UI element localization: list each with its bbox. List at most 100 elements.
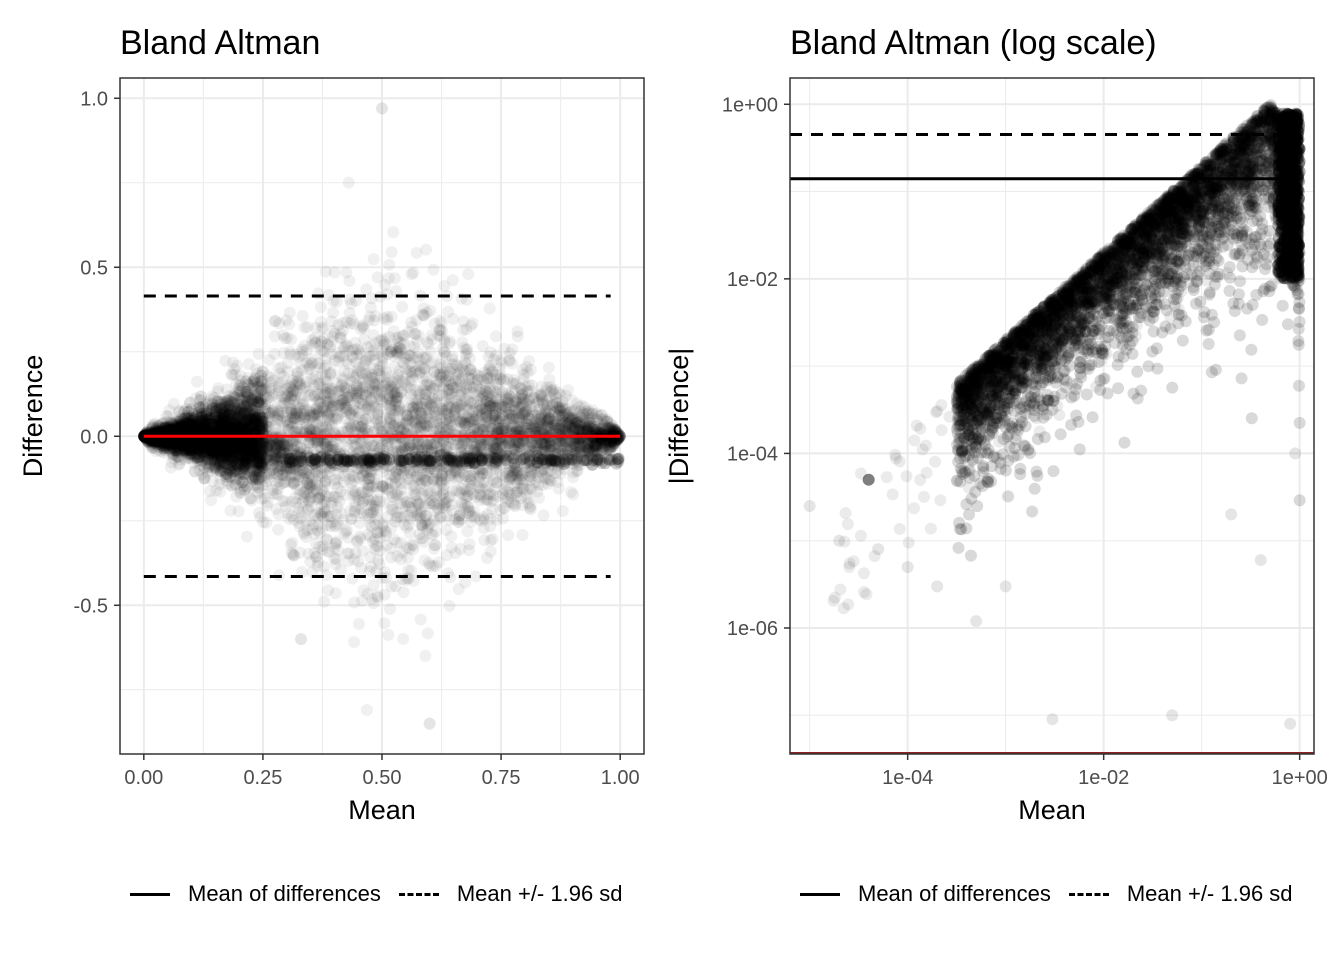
- data-point: [377, 461, 390, 474]
- data-point: [167, 448, 180, 461]
- data-point: [372, 553, 385, 566]
- data-point: [445, 425, 458, 438]
- data-point: [582, 444, 595, 457]
- data-point: [524, 465, 537, 478]
- data-point: [552, 423, 565, 436]
- data-point: [260, 516, 273, 529]
- data-point: [521, 422, 534, 435]
- data-point: [336, 397, 349, 410]
- data-point: [400, 521, 413, 534]
- data-point: [199, 454, 212, 467]
- data-point: [546, 453, 559, 466]
- right-chart-title: Bland Altman (log scale): [790, 24, 1157, 62]
- data-point: [347, 439, 360, 452]
- data-point: [242, 442, 255, 455]
- data-point: [294, 379, 307, 392]
- data-point: [407, 402, 420, 415]
- data-point: [381, 288, 394, 301]
- data-point: [419, 464, 432, 477]
- data-point: [206, 441, 219, 454]
- data-point: [247, 439, 260, 452]
- data-point: [278, 415, 291, 428]
- data-point: [323, 443, 336, 456]
- data-point: [441, 445, 454, 458]
- data-point: [551, 459, 564, 472]
- data-point: [377, 444, 390, 457]
- data-point: [361, 440, 374, 453]
- data-point: [587, 438, 600, 451]
- data-point: [457, 437, 470, 450]
- data-point: [529, 446, 542, 459]
- data-point: [490, 456, 503, 469]
- data-point: [525, 466, 538, 479]
- data-point: [582, 443, 595, 456]
- data-point: [338, 340, 351, 353]
- data-point: [305, 479, 318, 492]
- data-point: [296, 472, 309, 485]
- data-point: [571, 464, 584, 477]
- data-point: [404, 366, 417, 379]
- data-point: [403, 413, 416, 426]
- data-point: [479, 395, 492, 408]
- data-point: [247, 382, 260, 395]
- data-point: [375, 385, 388, 398]
- data-point: [530, 436, 543, 449]
- data-point: [285, 333, 298, 346]
- data-point: [277, 346, 290, 359]
- data-point: [496, 469, 509, 482]
- data-point: [324, 340, 337, 353]
- data-point: [230, 359, 243, 372]
- data-point: [522, 378, 535, 391]
- data-point: [600, 443, 613, 456]
- data-point: [537, 509, 550, 522]
- data-point: [397, 586, 410, 599]
- data-point: [476, 340, 489, 353]
- data-point: [571, 442, 584, 455]
- data-point: [486, 503, 499, 516]
- data-point: [359, 464, 372, 477]
- data-point: [354, 435, 367, 448]
- data-point: [487, 373, 500, 386]
- data-point: [556, 444, 569, 457]
- data-point: [221, 477, 234, 490]
- data-point: [514, 467, 527, 480]
- data-point: [391, 550, 404, 563]
- data-point: [225, 450, 238, 463]
- data-point: [186, 447, 199, 460]
- data-point: [273, 464, 286, 477]
- data-point: [450, 465, 463, 478]
- data-point: [488, 483, 501, 496]
- data-point: [562, 384, 575, 397]
- data-point: [602, 435, 615, 448]
- data-point: [232, 505, 245, 518]
- data-point: [230, 457, 243, 470]
- data-point: [233, 444, 246, 457]
- data-point: [420, 510, 433, 523]
- data-point: [402, 413, 415, 426]
- data-point: [415, 425, 428, 438]
- data-point: [304, 455, 317, 468]
- data-point: [340, 338, 353, 351]
- data-point: [271, 411, 284, 424]
- data-point: [293, 350, 306, 363]
- data-point: [556, 504, 569, 517]
- data-point: [436, 462, 449, 475]
- data-point: [202, 446, 215, 459]
- data-point: [488, 458, 501, 471]
- data-point: [198, 438, 211, 451]
- data-point: [571, 416, 584, 429]
- data-point: [459, 393, 472, 406]
- data-point: [482, 350, 495, 363]
- data-point: [484, 451, 497, 464]
- data-point: [185, 435, 198, 448]
- data-point: [159, 437, 172, 450]
- data-point: [233, 392, 246, 405]
- data-point: [346, 572, 359, 585]
- data-point: [304, 555, 317, 568]
- data-point: [323, 465, 336, 478]
- data-point: [410, 246, 423, 259]
- data-point: [566, 451, 579, 464]
- data-point: [328, 474, 341, 487]
- data-point: [512, 401, 525, 414]
- data-point: [374, 495, 387, 508]
